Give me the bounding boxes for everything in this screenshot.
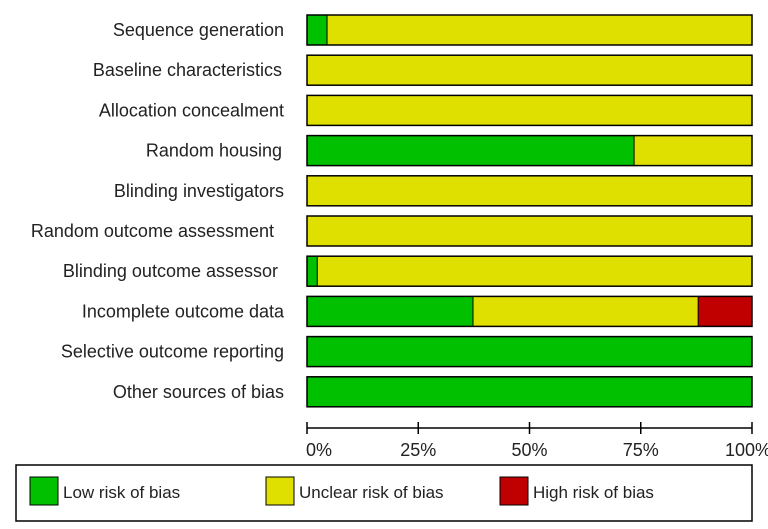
rows-layer: Sequence generation Baseline characterist… xyxy=(31,14,753,408)
legend-label: High risk of bias xyxy=(533,483,654,502)
bar-segment-low-risk-of-bias xyxy=(307,135,635,166)
bar-segment-unclear-risk-of-bias xyxy=(472,296,699,327)
legend: Low risk of bias Unclear risk of bias High… xyxy=(15,464,753,522)
row-blinding-outcome-assessor: Blinding outcome assessor xyxy=(63,255,753,287)
row-baseline-characteristics: Baseline characteristics xyxy=(93,54,753,86)
bar-segment-unclear-risk-of-bias xyxy=(634,135,752,166)
bar-segment-unclear-risk-of-bias xyxy=(307,55,752,86)
legend-item-low-risk-of-bias: Low risk of bias xyxy=(29,476,180,506)
bar-outline xyxy=(306,14,753,46)
legend-swatch xyxy=(29,476,59,506)
row-selective-outcome-reporting: Selective outcome reporting xyxy=(61,335,753,368)
bar-segment-unclear-risk-of-bias xyxy=(307,216,752,246)
bar-outline xyxy=(306,134,753,167)
bar-segment-unclear-risk-of-bias xyxy=(327,15,752,45)
bar-outline xyxy=(306,175,753,207)
bar-outline xyxy=(306,215,753,247)
bar-segment-low-risk-of-bias xyxy=(307,15,328,45)
legend-swatch xyxy=(265,476,295,506)
row-allocation-concealment: Allocation concealment xyxy=(99,94,753,127)
legend-item-high-risk-of-bias: High risk of bias xyxy=(499,476,654,506)
row-label: Blinding outcome assessor xyxy=(63,261,278,281)
row-label: Incomplete outcome data xyxy=(82,301,285,321)
legend-label: Unclear risk of bias xyxy=(299,483,444,502)
row-label: Other sources of bias xyxy=(113,382,284,402)
x-tick-label: 75% xyxy=(623,440,659,460)
bar-outline xyxy=(306,295,753,328)
bar-outline xyxy=(306,335,753,368)
bar-segment-low-risk-of-bias xyxy=(307,376,752,407)
row-random-outcome-assessment: Random outcome assessment xyxy=(31,215,753,247)
bar-segment-unclear-risk-of-bias xyxy=(307,95,752,126)
legend-label: Low risk of bias xyxy=(63,483,180,502)
bar-segment-high-risk-of-bias xyxy=(698,296,752,327)
x-axis: 0% 25% 50% 75% 100% xyxy=(306,422,768,460)
legend-frame xyxy=(15,464,753,522)
bar-outline xyxy=(306,255,753,287)
x-tick-label: 25% xyxy=(400,440,436,460)
row-label: Random housing xyxy=(146,141,282,161)
x-tick-label: 100% xyxy=(725,440,768,460)
row-incomplete-outcome-data: Incomplete outcome data xyxy=(82,295,753,328)
x-tick-label: 0% xyxy=(306,440,332,460)
row-random-housing: Random housing xyxy=(146,134,753,167)
bar-segment-low-risk-of-bias xyxy=(307,256,318,287)
legend-item-unclear-risk-of-bias: Unclear risk of bias xyxy=(265,476,444,506)
row-blinding-investigators: Blinding investigators xyxy=(114,175,753,207)
bar-segment-low-risk-of-bias xyxy=(307,336,752,367)
legend-swatch xyxy=(499,476,529,506)
bar-outline xyxy=(306,376,753,408)
bar-segment-unclear-risk-of-bias xyxy=(317,256,752,287)
row-label: Blinding investigators xyxy=(114,181,284,201)
row-label: Selective outcome reporting xyxy=(61,342,284,362)
row-label: Allocation concealment xyxy=(99,100,284,120)
bar-segment-low-risk-of-bias xyxy=(307,296,473,327)
row-sequence-generation: Sequence generation xyxy=(113,14,753,46)
row-label: Sequence generation xyxy=(113,20,284,40)
bar-segment-unclear-risk-of-bias xyxy=(307,175,752,206)
x-tick-label: 50% xyxy=(511,440,547,460)
bar-outline xyxy=(306,94,753,127)
bar-outline xyxy=(306,54,753,86)
row-other-sources-of-bias: Other sources of bias xyxy=(113,376,753,408)
row-label: Random outcome assessment xyxy=(31,221,274,241)
row-label: Baseline characteristics xyxy=(93,60,282,80)
